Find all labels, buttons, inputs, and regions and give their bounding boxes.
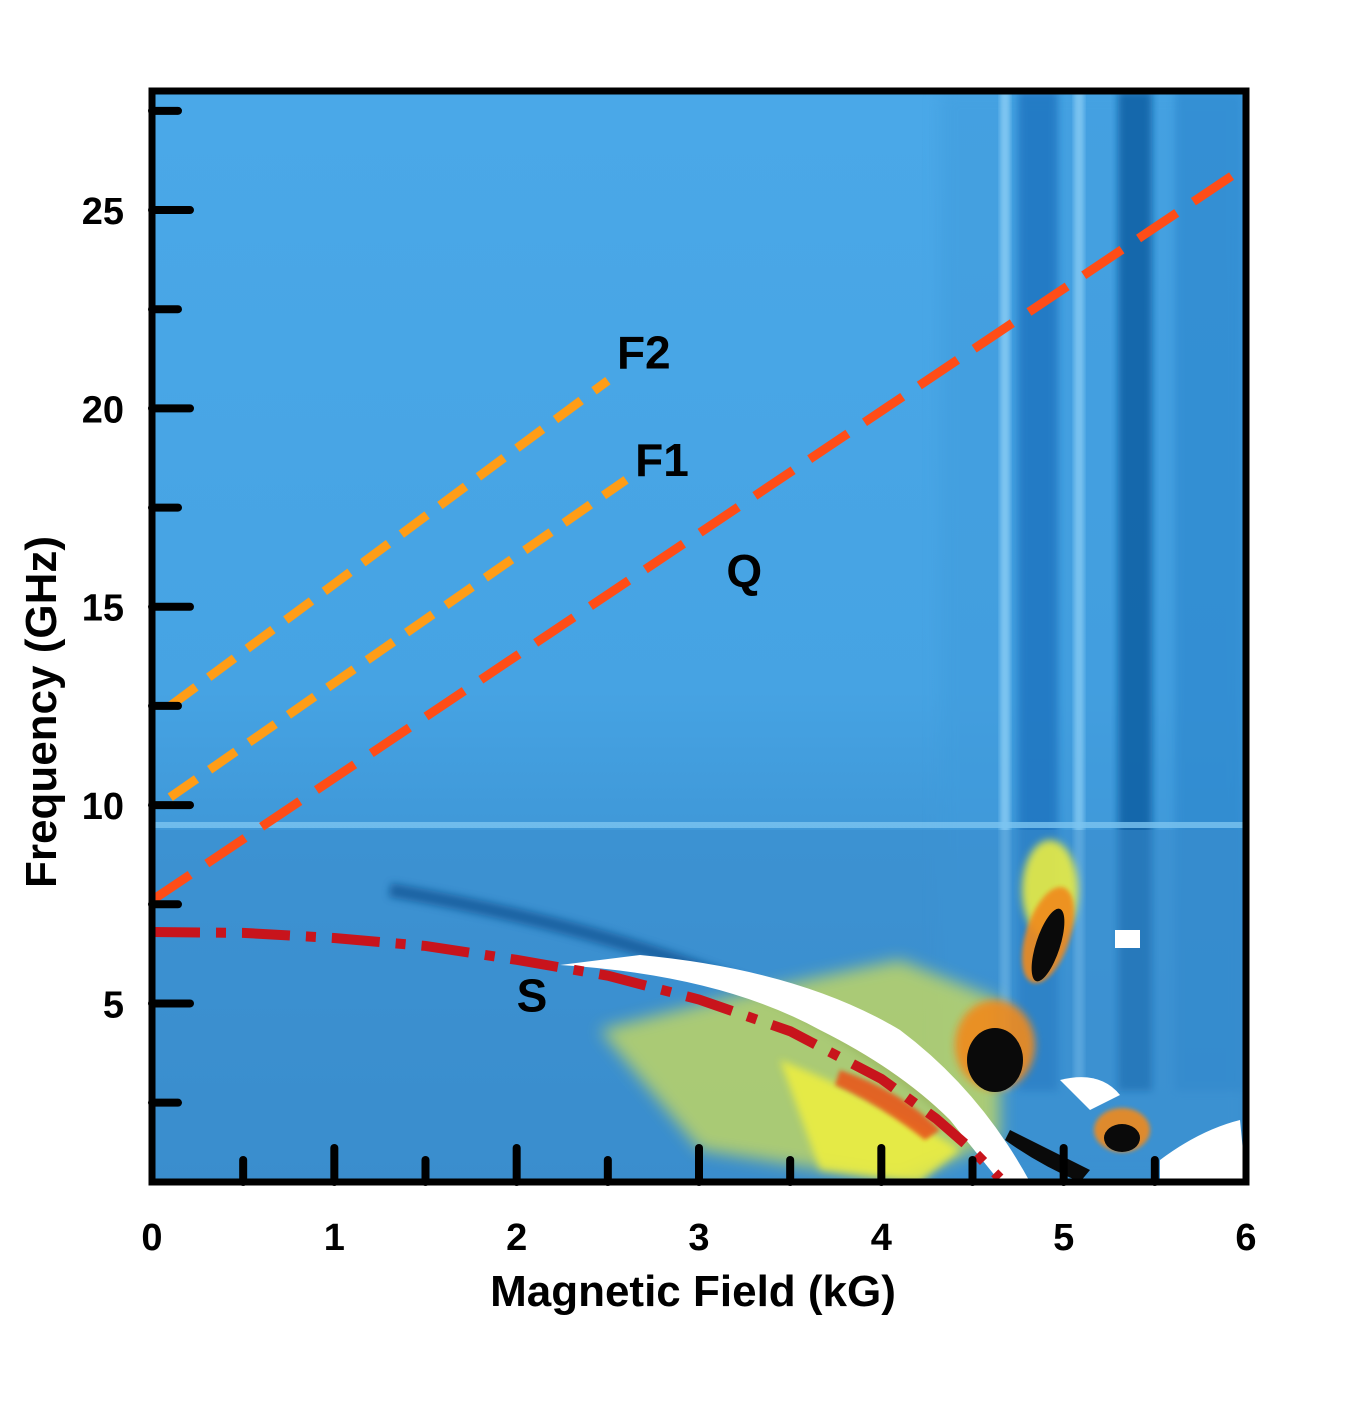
white-patch	[1115, 930, 1140, 948]
y-tick-label: 25	[82, 191, 124, 233]
x-tick-label: 3	[688, 1217, 709, 1259]
black-feature-3	[1104, 1124, 1140, 1152]
x-tick-label: 0	[141, 1217, 162, 1259]
black-feature-1	[967, 1028, 1023, 1092]
y-tick-label: 20	[82, 389, 124, 431]
y-tick-label: 15	[82, 588, 124, 630]
annotation-f1: F1	[635, 434, 689, 486]
x-tick-label: 4	[871, 1217, 892, 1259]
y-tick-label: 10	[82, 786, 124, 828]
x-tick-label: 1	[324, 1217, 345, 1259]
heatmap	[152, 91, 1246, 1182]
annotation-q: Q	[726, 545, 762, 597]
horizontal-band	[152, 822, 1246, 828]
x-tick-label: 5	[1053, 1217, 1074, 1259]
annotation-f2: F2	[617, 327, 671, 379]
x-axis-title: Magnetic Field (kG)	[490, 1267, 896, 1316]
x-tick-label: 2	[506, 1217, 527, 1259]
y-tick-label: 5	[103, 984, 124, 1026]
annotation-s: S	[517, 969, 548, 1021]
y-axis-title: Frequency (GHz)	[17, 536, 66, 888]
x-tick-label: 6	[1235, 1217, 1256, 1259]
